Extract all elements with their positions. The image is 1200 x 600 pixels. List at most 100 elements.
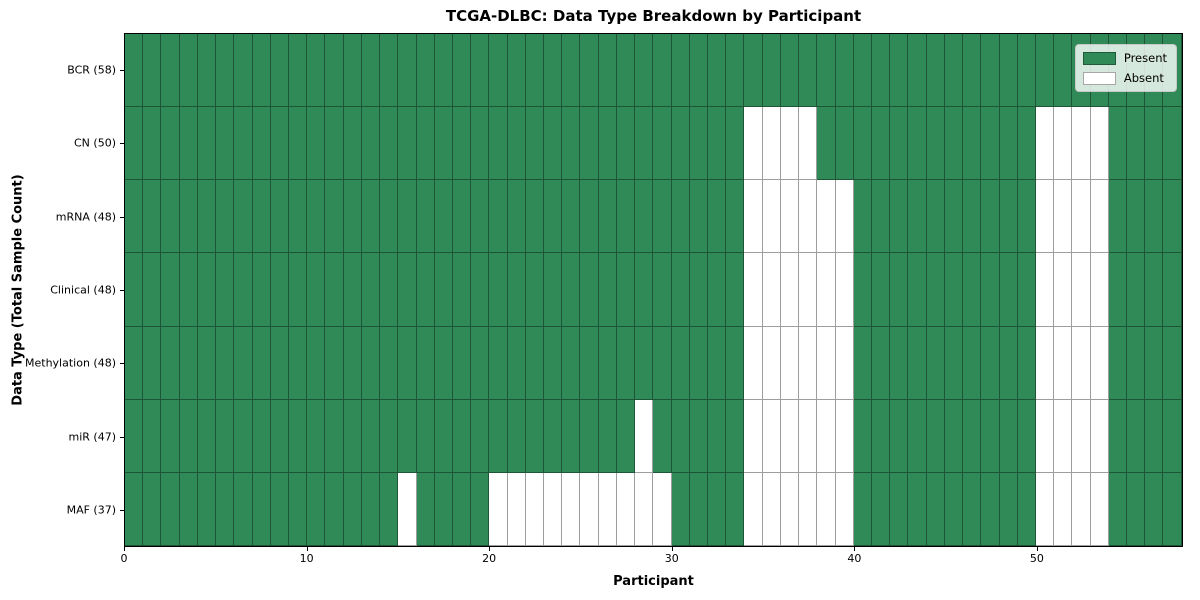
heatmap-cell bbox=[452, 326, 472, 400]
heatmap-cell bbox=[197, 107, 217, 181]
heatmap-cell bbox=[835, 399, 854, 473]
heatmap-cell bbox=[234, 34, 253, 108]
heatmap-cell bbox=[307, 180, 326, 254]
heatmap-cell bbox=[525, 34, 545, 108]
heatmap-cell bbox=[708, 107, 727, 181]
heatmap-cell bbox=[161, 180, 180, 254]
heatmap-cell bbox=[343, 34, 362, 108]
heatmap-cell bbox=[1035, 472, 1055, 546]
heatmap-cell bbox=[799, 472, 818, 546]
heatmap-cell bbox=[744, 399, 763, 473]
heatmap-cell bbox=[325, 326, 344, 400]
y-axis-title: Data Type (Total Sample Count) bbox=[10, 174, 26, 406]
heatmap-cell bbox=[926, 180, 945, 254]
heatmap-cell bbox=[744, 107, 763, 181]
heatmap-cell bbox=[216, 253, 235, 327]
y-axis-tick bbox=[120, 290, 124, 291]
heatmap-cell bbox=[963, 472, 982, 546]
heatmap-cell bbox=[1145, 253, 1164, 327]
heatmap-cell bbox=[635, 107, 654, 181]
heatmap-cell bbox=[234, 472, 253, 546]
heatmap-cell bbox=[179, 326, 198, 400]
heatmap-cell bbox=[871, 326, 891, 400]
heatmap-cell bbox=[1054, 326, 1073, 400]
heatmap-cell bbox=[197, 472, 217, 546]
heatmap-cell bbox=[143, 253, 162, 327]
heatmap-cell bbox=[307, 107, 326, 181]
heatmap-cell bbox=[999, 34, 1018, 108]
heatmap-cell bbox=[799, 326, 818, 400]
heatmap-cell bbox=[1163, 253, 1182, 327]
heatmap-cell bbox=[963, 253, 982, 327]
heatmap-cell bbox=[908, 253, 927, 327]
heatmap-cell bbox=[434, 399, 453, 473]
heatmap-cell bbox=[325, 399, 344, 473]
heatmap-row bbox=[125, 253, 1182, 327]
heatmap-cell bbox=[963, 34, 982, 108]
heatmap-cell bbox=[288, 399, 308, 473]
heatmap-cell bbox=[890, 180, 909, 254]
heatmap-cell bbox=[871, 180, 891, 254]
heatmap-cell bbox=[307, 34, 326, 108]
heatmap-cell bbox=[380, 253, 399, 327]
heatmap-cell bbox=[1163, 180, 1182, 254]
heatmap-cell bbox=[762, 253, 781, 327]
heatmap-cell bbox=[1163, 399, 1182, 473]
heatmap-cell bbox=[416, 326, 435, 400]
y-axis-tick-label: MAF (37) bbox=[66, 503, 116, 517]
heatmap-cell bbox=[1017, 399, 1036, 473]
heatmap-cell bbox=[835, 34, 854, 108]
heatmap-cell bbox=[616, 253, 636, 327]
heatmap-cell bbox=[398, 326, 417, 400]
heatmap-cell bbox=[562, 399, 581, 473]
y-axis-tick bbox=[120, 143, 124, 145]
heatmap-cell bbox=[780, 253, 800, 327]
heatmap-cell bbox=[635, 34, 654, 108]
heatmap-cell bbox=[799, 34, 818, 108]
heatmap-cell bbox=[1072, 326, 1091, 400]
heatmap-cell bbox=[598, 399, 617, 473]
heatmap-cell bbox=[598, 326, 617, 400]
heatmap-cell bbox=[635, 326, 654, 400]
heatmap-cell bbox=[1108, 326, 1128, 400]
heatmap-cell bbox=[762, 399, 781, 473]
heatmap-cell bbox=[562, 326, 581, 400]
heatmap-cell bbox=[270, 326, 289, 400]
heatmap-cell bbox=[252, 180, 271, 254]
heatmap-cell bbox=[471, 399, 490, 473]
heatmap-cell bbox=[653, 253, 672, 327]
heatmap-cell bbox=[288, 253, 308, 327]
heatmap-cell bbox=[325, 253, 344, 327]
heatmap-cell bbox=[544, 399, 563, 473]
heatmap-cell bbox=[1035, 34, 1055, 108]
heatmap-cell bbox=[216, 399, 235, 473]
heatmap-cell bbox=[288, 180, 308, 254]
heatmap-cell bbox=[416, 253, 435, 327]
y-axis-tick bbox=[120, 436, 124, 438]
heatmap-cell bbox=[817, 34, 836, 108]
heatmap-cell bbox=[1163, 326, 1182, 400]
heatmap-cell bbox=[944, 180, 964, 254]
heatmap-row bbox=[125, 399, 1182, 473]
heatmap-row bbox=[125, 326, 1182, 400]
heatmap-cell bbox=[1072, 180, 1091, 254]
heatmap-cell bbox=[343, 399, 362, 473]
heatmap-cell bbox=[489, 107, 508, 181]
heatmap-cell bbox=[853, 472, 872, 546]
heatmap-cell bbox=[343, 326, 362, 400]
heatmap-cell bbox=[343, 253, 362, 327]
heatmap-cell bbox=[616, 472, 636, 546]
heatmap-cell bbox=[307, 326, 326, 400]
heatmap-cell bbox=[817, 253, 836, 327]
x-axis-tick-label: 40 bbox=[847, 552, 862, 565]
heatmap-cell bbox=[216, 34, 235, 108]
heatmap-cell bbox=[981, 253, 1000, 327]
heatmap-cell bbox=[197, 253, 217, 327]
heatmap-cell bbox=[288, 34, 308, 108]
heatmap-cell bbox=[999, 107, 1018, 181]
heatmap-cell bbox=[252, 472, 271, 546]
heatmap-cell bbox=[544, 34, 563, 108]
heatmap-cell bbox=[926, 253, 945, 327]
heatmap-cell bbox=[270, 34, 289, 108]
heatmap-cell bbox=[434, 253, 453, 327]
